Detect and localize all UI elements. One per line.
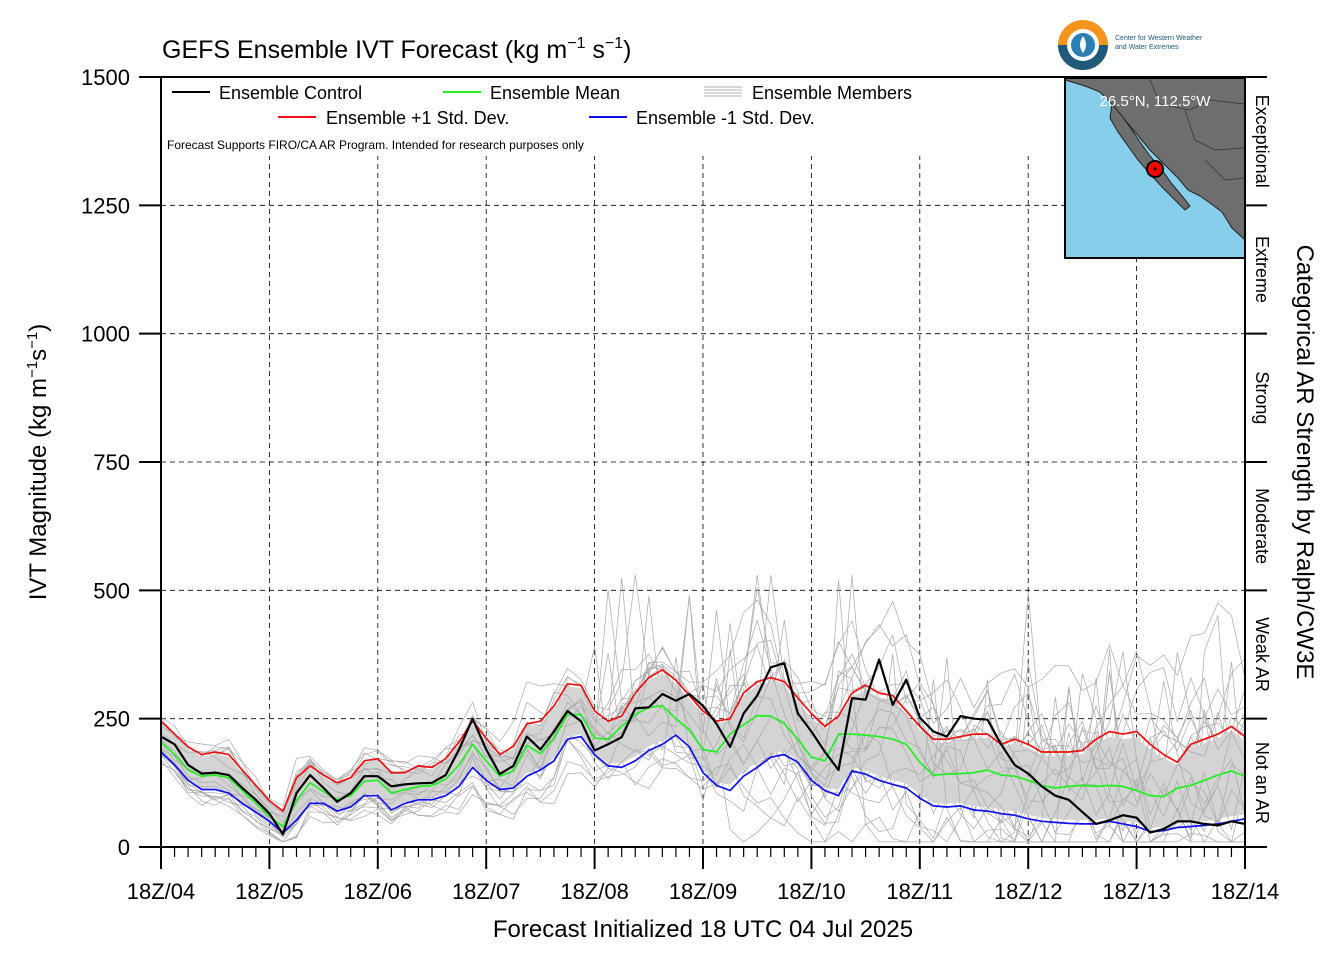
baja-peninsula <box>1109 102 1191 211</box>
ensemble-member-line <box>160 595 1246 843</box>
title-sup-2: −1 <box>605 35 623 52</box>
category-label: Exceptional <box>1252 95 1272 188</box>
series-lines <box>160 658 1246 836</box>
category-label: Extreme <box>1252 236 1272 303</box>
title-sup-1: −1 <box>567 35 585 52</box>
x-tick-label: 18Z/04 <box>127 879 196 904</box>
ar-category-labels: Not an AR Weak AR Moderate Strong Extreme Exc… <box>1252 95 1272 824</box>
axes <box>139 76 1267 869</box>
legend: Ensemble Control Ensemble Mean Ensemble … <box>163 78 1058 156</box>
x-tick-label: 18Z/13 <box>1102 879 1171 904</box>
y-tick-label: 0 <box>118 835 130 860</box>
legend-members: Ensemble Members <box>752 83 912 103</box>
ensemble-member-line <box>160 670 1246 843</box>
tick-labels: 0 250 500 750 1000 1250 1500 18Z/04 18Z/05 18Z/06… <box>81 65 1279 904</box>
ensemble-member-line <box>160 610 1246 843</box>
ensemble-member-line <box>160 590 1246 817</box>
std-dev-band <box>161 673 1245 832</box>
legend-control: Ensemble Control <box>219 83 362 103</box>
category-label: Weak AR <box>1252 617 1272 692</box>
y-tick-label: 1500 <box>81 65 130 90</box>
y-tick-label: 750 <box>93 450 130 475</box>
x-tick-label: 18Z/09 <box>669 879 738 904</box>
x-tick-label: 18Z/07 <box>452 879 521 904</box>
legend-minus-std: Ensemble -1 Std. Dev. <box>636 108 815 128</box>
ensemble-member-line <box>160 595 1246 840</box>
category-label: Not an AR <box>1252 742 1272 824</box>
title-mid: s <box>585 36 604 64</box>
x-tick-label: 18Z/12 <box>994 879 1063 904</box>
ensemble-member-line <box>160 587 1246 814</box>
research-note: Forecast Supports FIRO/CA AR Program. In… <box>167 138 584 152</box>
category-label: Strong <box>1252 371 1272 424</box>
x-tick-label: 18Z/11 <box>886 879 953 904</box>
cw3e-logo: Center for Western Weather and Water Ext… <box>1058 20 1203 70</box>
x-tick-label: 18Z/06 <box>344 879 413 904</box>
right-axis-label: Categorical AR Strength by Ralph/CW3E <box>1291 245 1318 680</box>
y-tick-label: 500 <box>93 578 130 603</box>
chart-title: GEFS Ensemble IVT Forecast (kg m−1 s−1) <box>162 35 632 64</box>
ensemble-member-line <box>160 700 1245 843</box>
control-line <box>160 658 1246 836</box>
landmass <box>1064 77 1246 242</box>
plus-std-line <box>160 669 1246 812</box>
map-location-label: 26.5°N, 112.5°W <box>1100 93 1212 110</box>
y-tick-label: 1250 <box>81 193 130 218</box>
x-tick-label: 18Z/05 <box>235 879 304 904</box>
legend-plus-std: Ensemble +1 Std. Dev. <box>326 108 509 128</box>
category-label: Moderate <box>1252 488 1272 564</box>
legend-mean: Ensemble Mean <box>490 83 620 103</box>
title-main: GEFS Ensemble IVT Forecast (kg m <box>162 36 567 64</box>
y-tick-label: 1000 <box>81 322 130 347</box>
ensemble-member-line <box>160 661 1246 823</box>
x-axis-label: Forecast Initialized 18 UTC 04 Jul 2025 <box>493 916 913 943</box>
logo-text-2: and Water Extremes <box>1115 44 1179 51</box>
x-tick-label: 18Z/14 <box>1211 879 1280 904</box>
title-end: ) <box>623 36 631 64</box>
x-tick-label: 18Z/08 <box>560 879 629 904</box>
minus-std-line <box>160 734 1246 834</box>
y-axis-label: IVT Magnitude (kg m−1s−1) <box>24 324 52 601</box>
location-map: 26.5°N, 112.5°W <box>1064 77 1246 259</box>
x-tick-label: 18Z/10 <box>777 879 846 904</box>
y-tick-label: 250 <box>93 707 130 732</box>
logo-text-1: Center for Western Weather <box>1115 35 1203 42</box>
